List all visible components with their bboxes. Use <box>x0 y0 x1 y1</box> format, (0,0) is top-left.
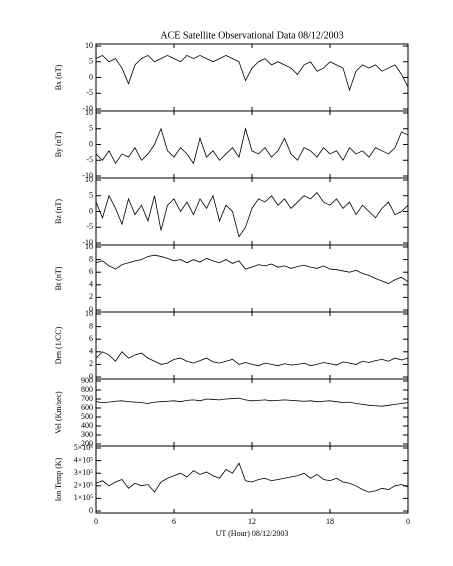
y-tick-label: 8 <box>89 321 93 330</box>
x-tick-label: 0 <box>94 517 98 526</box>
y-tick-label: 6 <box>89 334 93 343</box>
y-tick-label: 0 <box>89 506 93 515</box>
y-tick-label: 4 <box>89 347 93 356</box>
y-tick-label: 500 <box>81 412 93 421</box>
x-tick-label: 18 <box>326 517 334 526</box>
y-tick-label: 10 <box>85 41 93 50</box>
x-axis-label: UT (Hour) 08/12/2003 <box>216 529 289 538</box>
y-tick-label: 5 <box>89 124 93 133</box>
y-axis-label: Bz (nT) <box>54 199 63 224</box>
data-line <box>95 462 409 493</box>
y-axis-label: Ion Temp (K) <box>54 457 63 501</box>
y-tick-label: 2×10⁵ <box>74 481 94 490</box>
y-axis-label: Den (1/CC) <box>54 326 63 364</box>
y-axis-label: Bx (nT) <box>54 64 63 90</box>
y-tick-label: -5 <box>86 155 93 164</box>
y-tick-label: 800 <box>81 385 93 394</box>
y-axis-label: By (nT) <box>54 131 63 157</box>
y-axis-label: Bt (nT) <box>54 266 63 290</box>
y-tick-label: -10 <box>82 238 93 247</box>
data-line <box>95 191 409 238</box>
data-line <box>95 254 409 284</box>
y-tick-label: 0 <box>89 72 93 81</box>
y-tick-label: 10 <box>85 309 93 318</box>
y-tick-label: 10 <box>85 242 93 251</box>
y-tick-label: 5×10⁵ <box>74 443 94 452</box>
y-tick-label: 400 <box>81 421 93 430</box>
data-line <box>95 351 409 367</box>
y-tick-label: -5 <box>86 88 93 97</box>
y-tick-label: 700 <box>81 394 93 403</box>
data-line <box>95 127 409 165</box>
x-tick-label: 6 <box>172 517 176 526</box>
y-tick-label: 1×10⁵ <box>74 493 94 502</box>
data-line <box>95 54 409 92</box>
y-axis-label: Vel (Km/sec) <box>54 391 63 434</box>
y-tick-label: 300 <box>81 430 93 439</box>
y-tick-label: 0 <box>89 372 93 381</box>
y-tick-label: 6 <box>89 267 93 276</box>
data-line <box>95 397 409 407</box>
y-tick-label: 4×10⁵ <box>74 455 94 464</box>
y-tick-label: 8 <box>89 254 93 263</box>
y-tick-label: 0 <box>89 139 93 148</box>
y-tick-label: 5 <box>89 191 93 200</box>
chart-title: ACE Satellite Observational Data 08/12/2… <box>160 30 343 41</box>
y-tick-label: 600 <box>81 403 93 412</box>
y-tick-label: -5 <box>86 222 93 231</box>
y-tick-label: 900 <box>81 376 93 385</box>
y-tick-label: 2 <box>89 292 93 301</box>
y-tick-label: 4 <box>89 280 93 289</box>
y-tick-label: 10 <box>85 175 93 184</box>
y-tick-label: 5 <box>89 57 93 66</box>
y-tick-label: 0 <box>89 206 93 215</box>
y-tick-label: 10 <box>85 108 93 117</box>
y-tick-label: 3×10⁵ <box>74 468 94 477</box>
y-tick-label: 0 <box>89 305 93 314</box>
x-tick-label: 0 <box>406 517 410 526</box>
x-tick-label: 12 <box>248 517 256 526</box>
y-tick-label: 200 <box>81 439 93 448</box>
y-tick-label: 2 <box>89 359 93 368</box>
y-tick-label: -10 <box>82 171 93 180</box>
y-tick-label: -10 <box>82 104 93 113</box>
